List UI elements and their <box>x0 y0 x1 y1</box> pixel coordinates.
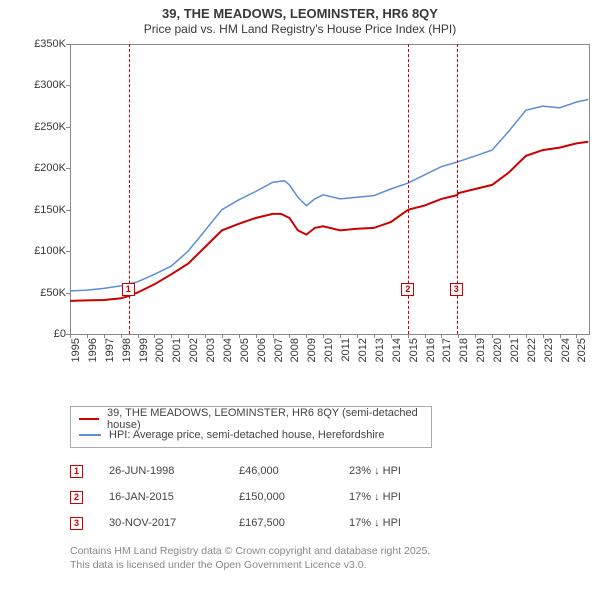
y-tick: £150K <box>24 204 66 216</box>
event-marker: 3 <box>70 517 83 530</box>
x-tick: 2012 <box>357 338 369 362</box>
legend-row: 39, THE MEADOWS, LEOMINSTER, HR6 8QY (se… <box>79 411 423 427</box>
x-tick: 2002 <box>188 338 200 362</box>
event-diff: 17% ↓ HPI <box>349 517 449 529</box>
x-tick: 2021 <box>509 338 521 362</box>
x-tick: 2013 <box>374 338 386 362</box>
x-tick: 2017 <box>441 338 453 362</box>
x-tick: 2005 <box>239 338 251 362</box>
event-marker: 2 <box>70 491 83 504</box>
chart-marker: 2 <box>401 283 414 296</box>
chart-title: 39, THE MEADOWS, LEOMINSTER, HR6 8QY Pri… <box>0 0 600 36</box>
chart-lines <box>70 44 590 334</box>
x-tick: 2024 <box>560 338 572 362</box>
event-date: 16-JAN-2015 <box>109 491 239 503</box>
event-row: 3 30-NOV-2017£167,50017% ↓ HPI <box>70 510 600 536</box>
chart-marker: 3 <box>450 283 463 296</box>
event-row: 2 16-JAN-2015£150,00017% ↓ HPI <box>70 484 600 510</box>
footnote-line2: This data is licensed under the Open Gov… <box>70 558 600 572</box>
x-tick: 2015 <box>408 338 420 362</box>
event-diff: 23% ↓ HPI <box>349 465 449 477</box>
x-tick: 2022 <box>526 338 538 362</box>
legend-label: 39, THE MEADOWS, LEOMINSTER, HR6 8QY (se… <box>107 407 423 431</box>
x-tick: 2003 <box>205 338 217 362</box>
x-tick: 1995 <box>70 338 82 362</box>
x-tick: 2004 <box>222 338 234 362</box>
y-tick: £300K <box>24 79 66 91</box>
y-tick: £50K <box>24 287 66 299</box>
footnote: Contains HM Land Registry data © Crown c… <box>70 544 600 572</box>
event-diff: 17% ↓ HPI <box>349 491 449 503</box>
y-tick: £0 <box>24 328 66 340</box>
event-marker: 1 <box>70 465 83 478</box>
legend-row: HPI: Average price, semi-detached house,… <box>79 427 423 443</box>
y-tick: £100K <box>24 245 66 257</box>
event-price: £167,500 <box>239 517 349 529</box>
x-tick: 2011 <box>340 338 352 362</box>
x-tick: 2008 <box>289 338 301 362</box>
event-row: 1 26-JUN-1998£46,00023% ↓ HPI <box>70 458 600 484</box>
x-tick: 1999 <box>138 338 150 362</box>
x-tick: 1998 <box>121 338 133 362</box>
event-table: 1 26-JUN-1998£46,00023% ↓ HPI 2 16-JAN-2015… <box>70 458 600 536</box>
x-tick: 2025 <box>576 338 588 362</box>
event-price: £46,000 <box>239 465 349 477</box>
x-tick: 1996 <box>87 338 99 362</box>
x-tick: 2000 <box>154 338 166 362</box>
legend: 39, THE MEADOWS, LEOMINSTER, HR6 8QY (se… <box>70 406 432 448</box>
x-tick: 2016 <box>425 338 437 362</box>
x-tick: 1997 <box>104 338 116 362</box>
event-date: 26-JUN-1998 <box>109 465 239 477</box>
x-tick: 2006 <box>256 338 268 362</box>
y-tick: £200K <box>24 162 66 174</box>
x-tick: 2001 <box>171 338 183 362</box>
series-hpi <box>70 100 588 291</box>
y-tick: £350K <box>24 38 66 50</box>
x-tick: 2018 <box>458 338 470 362</box>
event-date: 30-NOV-2017 <box>109 517 239 529</box>
chart: £0£50K£100K£150K£200K£250K£300K£350K1995… <box>30 44 590 364</box>
x-tick: 2010 <box>323 338 335 362</box>
y-tick: £250K <box>24 121 66 133</box>
x-tick: 2009 <box>306 338 318 362</box>
x-tick: 2020 <box>492 338 504 362</box>
x-tick: 2019 <box>475 338 487 362</box>
x-tick: 2014 <box>391 338 403 362</box>
x-tick: 2007 <box>273 338 285 362</box>
event-price: £150,000 <box>239 491 349 503</box>
footnote-line1: Contains HM Land Registry data © Crown c… <box>70 544 600 558</box>
legend-swatch <box>79 418 99 420</box>
x-tick: 2023 <box>543 338 555 362</box>
title-line2: Price paid vs. HM Land Registry's House … <box>0 22 600 36</box>
legend-swatch <box>79 434 101 436</box>
chart-marker: 1 <box>122 283 135 296</box>
title-line1: 39, THE MEADOWS, LEOMINSTER, HR6 8QY <box>0 6 600 21</box>
legend-label: HPI: Average price, semi-detached house,… <box>109 429 385 441</box>
